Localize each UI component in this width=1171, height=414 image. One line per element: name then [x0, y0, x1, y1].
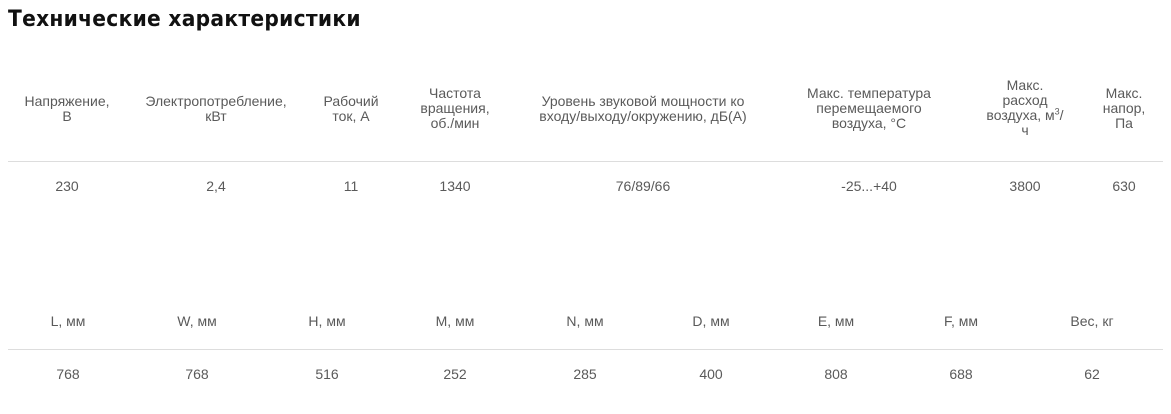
header-voltage-line1: Напряжение,	[24, 93, 110, 109]
header-airflow-line4: ч	[1021, 122, 1029, 138]
dim-value-h: 516	[315, 366, 339, 382]
header-airflow-line2: расход	[1002, 92, 1048, 108]
header-sound: Уровень звуковой мощности ко входу/выход…	[539, 94, 746, 124]
header-pressure-line3: Па	[1115, 115, 1133, 131]
header-airflow-sup: 3	[1054, 106, 1060, 117]
dim-value-w: 768	[185, 366, 209, 382]
header-rotation: Частота вращения, об./мин	[420, 86, 489, 131]
header-current-line1: Рабочий	[323, 93, 379, 109]
dim-value-e: 808	[824, 366, 848, 382]
header-power: Электропотребление, кВт	[145, 94, 286, 124]
dim-header-l: L, мм	[50, 313, 86, 329]
header-temperature-line3: воздуха, °C	[831, 115, 907, 131]
header-airflow-unit: воздуха, м	[986, 107, 1055, 123]
header-sound-line2: входу/выходу/окружению, дБ(А)	[539, 108, 747, 124]
header-current: Рабочий ток, А	[323, 94, 378, 124]
dim-value-weight: 62	[1084, 366, 1100, 382]
dim-header-h: H, мм	[308, 313, 346, 329]
header-voltage: Напряжение, В	[24, 94, 109, 124]
dim-header-f: F, мм	[943, 313, 979, 329]
dim-value-m: 252	[443, 366, 467, 382]
header-rotation-line3: об./мин	[430, 115, 480, 131]
value-pressure: 630	[1112, 178, 1136, 194]
header-current-line2: ток, А	[332, 108, 370, 124]
dim-value-n: 285	[573, 366, 597, 382]
header-pressure-line1: Макс.	[1105, 85, 1143, 101]
dim-value-f: 688	[949, 366, 973, 382]
header-temperature-line2: перемещаемого	[816, 100, 922, 116]
value-rotation: 1340	[439, 178, 471, 194]
dim-value-d: 400	[699, 366, 723, 382]
page-title: Технические характеристики	[8, 7, 361, 32]
dim-header-e: E, мм	[817, 313, 855, 329]
value-airflow: 3800	[1009, 178, 1041, 194]
header-pressure: Макс. напор, Па	[1103, 86, 1146, 131]
header-pressure-line2: напор,	[1102, 100, 1146, 116]
header-rotation-line1: Частота	[429, 85, 481, 101]
header-rotation-line2: вращения,	[420, 100, 490, 116]
header-power-line1: Электропотребление,	[145, 93, 287, 109]
dim-header-w: W, мм	[177, 313, 217, 329]
specs-divider	[8, 161, 1163, 162]
value-current: 11	[343, 178, 359, 194]
dimensions-divider	[8, 349, 1163, 350]
header-airflow-line1: Макс.	[1006, 77, 1044, 93]
dim-header-n: N, мм	[566, 313, 604, 329]
dim-value-l: 768	[56, 366, 80, 382]
header-power-line2: кВт	[205, 108, 227, 124]
header-airflow: Макс. расход воздуха, м3/ ч	[986, 78, 1063, 138]
header-temperature-line1: Макс. температура	[807, 85, 931, 101]
header-sound-line1: Уровень звуковой мощности ко	[541, 93, 745, 109]
value-temperature: -25...+40	[841, 178, 897, 194]
header-temperature: Макс. температура перемещаемого воздуха,…	[807, 86, 931, 131]
dim-header-m: M, мм	[435, 313, 475, 329]
header-airflow-slash: /	[1059, 107, 1064, 123]
value-voltage: 230	[55, 178, 79, 194]
header-airflow-line3: воздуха, м3/	[986, 106, 1064, 123]
value-sound: 76/89/66	[615, 178, 671, 194]
dim-header-weight: Вес, кг	[1070, 313, 1114, 329]
dim-header-d: D, мм	[692, 313, 730, 329]
value-power: 2,4	[206, 178, 226, 194]
header-voltage-line2: В	[62, 108, 72, 124]
